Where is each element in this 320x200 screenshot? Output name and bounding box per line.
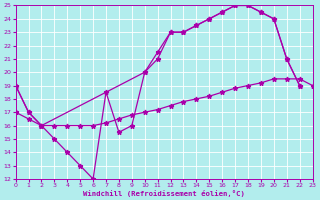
X-axis label: Windchill (Refroidissement éolien,°C): Windchill (Refroidissement éolien,°C) bbox=[83, 190, 245, 197]
